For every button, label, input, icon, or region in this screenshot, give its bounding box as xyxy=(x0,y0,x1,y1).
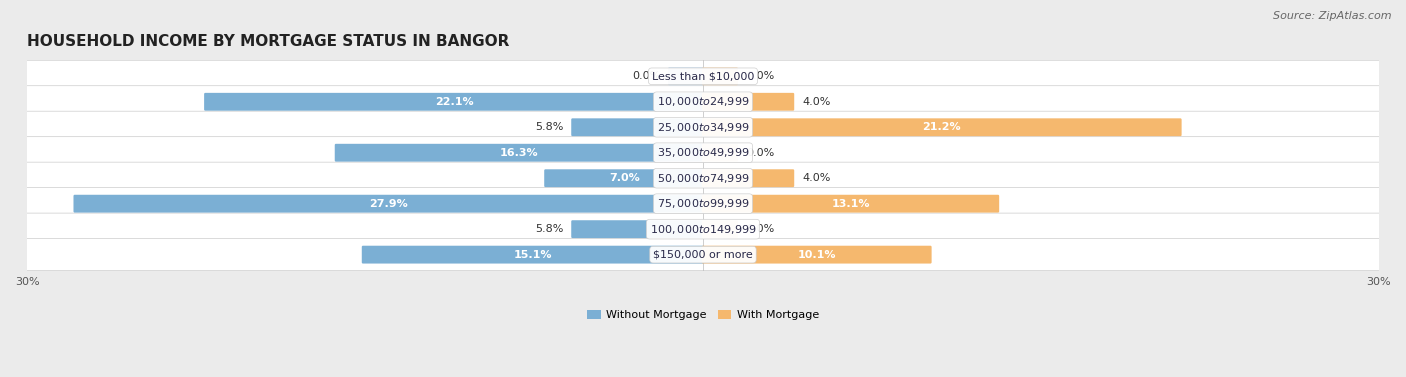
FancyBboxPatch shape xyxy=(702,93,794,111)
Text: 7.0%: 7.0% xyxy=(609,173,640,183)
Text: 4.0%: 4.0% xyxy=(801,173,831,183)
FancyBboxPatch shape xyxy=(702,169,794,187)
Text: 5.8%: 5.8% xyxy=(534,224,564,234)
FancyBboxPatch shape xyxy=(73,195,704,213)
Text: 4.0%: 4.0% xyxy=(801,97,831,107)
Text: 0.0%: 0.0% xyxy=(745,224,775,234)
Text: $10,000 to $24,999: $10,000 to $24,999 xyxy=(657,95,749,108)
Text: $50,000 to $74,999: $50,000 to $74,999 xyxy=(657,172,749,185)
FancyBboxPatch shape xyxy=(702,67,738,85)
FancyBboxPatch shape xyxy=(702,144,738,162)
Legend: Without Mortgage, With Mortgage: Without Mortgage, With Mortgage xyxy=(582,305,824,325)
FancyBboxPatch shape xyxy=(702,195,1000,213)
Text: HOUSEHOLD INCOME BY MORTGAGE STATUS IN BANGOR: HOUSEHOLD INCOME BY MORTGAGE STATUS IN B… xyxy=(27,34,510,49)
Text: 0.0%: 0.0% xyxy=(745,71,775,81)
Text: $35,000 to $49,999: $35,000 to $49,999 xyxy=(657,146,749,159)
Text: 5.8%: 5.8% xyxy=(534,122,564,132)
FancyBboxPatch shape xyxy=(17,60,1389,92)
FancyBboxPatch shape xyxy=(544,169,704,187)
Text: 0.0%: 0.0% xyxy=(745,148,775,158)
FancyBboxPatch shape xyxy=(17,111,1389,143)
Text: 15.1%: 15.1% xyxy=(513,250,553,260)
FancyBboxPatch shape xyxy=(571,220,704,238)
Text: Source: ZipAtlas.com: Source: ZipAtlas.com xyxy=(1274,11,1392,21)
Text: 22.1%: 22.1% xyxy=(434,97,474,107)
FancyBboxPatch shape xyxy=(668,67,704,85)
Text: $150,000 or more: $150,000 or more xyxy=(654,250,752,260)
Text: 0.0%: 0.0% xyxy=(631,71,661,81)
Text: $75,000 to $99,999: $75,000 to $99,999 xyxy=(657,197,749,210)
FancyBboxPatch shape xyxy=(702,246,932,264)
FancyBboxPatch shape xyxy=(571,118,704,136)
FancyBboxPatch shape xyxy=(17,162,1389,194)
FancyBboxPatch shape xyxy=(17,188,1389,220)
FancyBboxPatch shape xyxy=(335,144,704,162)
FancyBboxPatch shape xyxy=(17,213,1389,245)
FancyBboxPatch shape xyxy=(702,220,738,238)
Text: 13.1%: 13.1% xyxy=(831,199,870,209)
FancyBboxPatch shape xyxy=(17,86,1389,118)
Text: 27.9%: 27.9% xyxy=(370,199,408,209)
FancyBboxPatch shape xyxy=(702,118,1181,136)
Text: $100,000 to $149,999: $100,000 to $149,999 xyxy=(650,223,756,236)
FancyBboxPatch shape xyxy=(204,93,704,111)
Text: $25,000 to $34,999: $25,000 to $34,999 xyxy=(657,121,749,134)
FancyBboxPatch shape xyxy=(361,246,704,264)
Text: 10.1%: 10.1% xyxy=(797,250,837,260)
FancyBboxPatch shape xyxy=(17,137,1389,169)
Text: 16.3%: 16.3% xyxy=(501,148,538,158)
Text: 21.2%: 21.2% xyxy=(922,122,962,132)
Text: Less than $10,000: Less than $10,000 xyxy=(652,71,754,81)
FancyBboxPatch shape xyxy=(17,239,1389,271)
